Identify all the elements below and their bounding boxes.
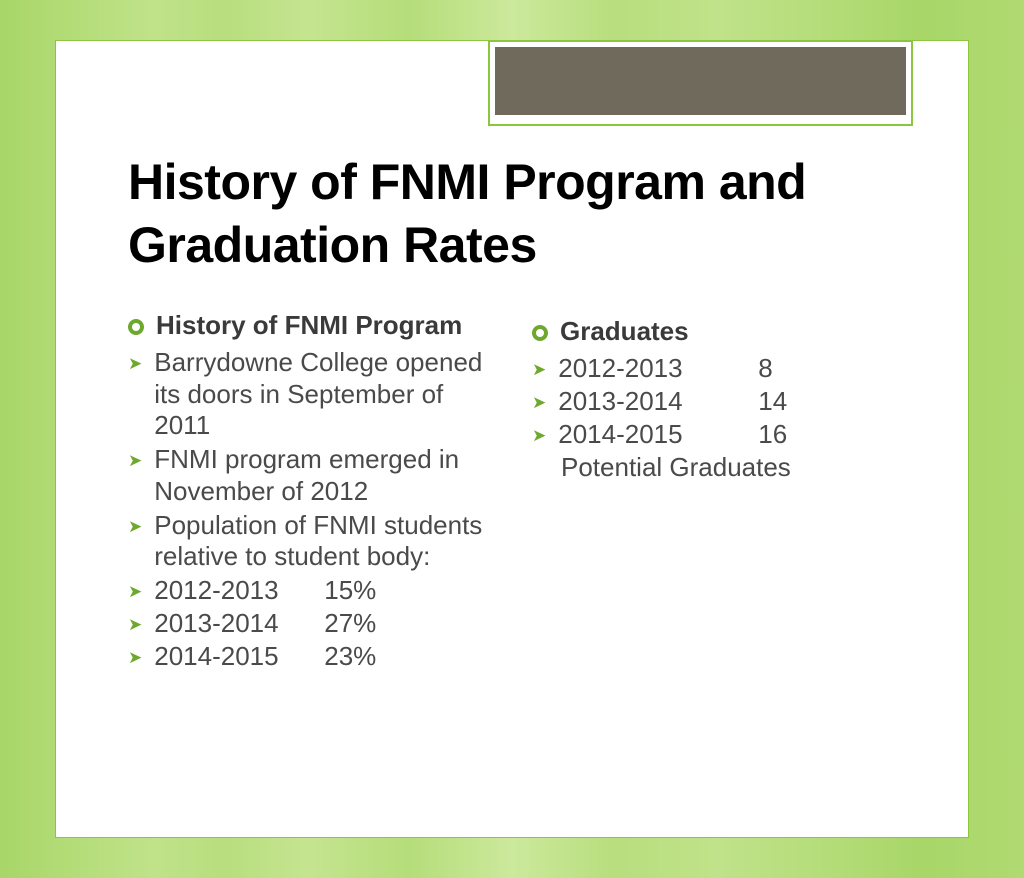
slide-title: History of FNMI Program and Graduation R… — [128, 151, 896, 276]
grad-value: 16 — [758, 419, 787, 450]
item-text: Population of FNMI students relative to … — [154, 510, 492, 573]
right-heading-row: Graduates — [532, 316, 896, 347]
stat-row: ➤ 2014-2015 23% — [128, 641, 492, 672]
stat-year: 2014-2015 — [154, 641, 324, 672]
stat-value: 15% — [324, 575, 376, 606]
grad-note: Potential Graduates — [532, 452, 896, 484]
chevron-icon: ➤ — [532, 426, 546, 446]
stat-row: ➤ 2012-2013 15% — [128, 575, 492, 606]
grad-value: 14 — [758, 386, 787, 417]
list-item: ➤ Barrydowne College opened its doors in… — [128, 347, 492, 442]
chevron-icon: ➤ — [128, 354, 142, 374]
stat-year: 2012-2013 — [154, 575, 324, 606]
slide-tab — [488, 40, 913, 126]
item-text: Barrydowne College opened its doors in S… — [154, 347, 492, 442]
chevron-icon: ➤ — [128, 517, 142, 537]
grad-value: 8 — [758, 353, 772, 384]
columns: History of FNMI Program ➤ Barrydowne Col… — [128, 310, 896, 674]
chevron-icon: ➤ — [532, 360, 546, 380]
slide-content: History of FNMI Program and Graduation R… — [56, 41, 968, 714]
chevron-icon: ➤ — [128, 451, 142, 471]
circle-bullet-icon — [532, 325, 548, 341]
grad-row: ➤ 2014-2015 16 — [532, 419, 896, 450]
stat-year: 2013-2014 — [154, 608, 324, 639]
grad-year: 2012-2013 — [558, 353, 758, 384]
left-heading-row: History of FNMI Program — [128, 310, 492, 341]
grad-row: ➤ 2012-2013 8 — [532, 353, 896, 384]
circle-bullet-icon — [128, 319, 144, 335]
grad-year: 2014-2015 — [558, 419, 758, 450]
chevron-icon: ➤ — [128, 582, 142, 602]
chevron-icon: ➤ — [128, 615, 142, 635]
grad-year: 2013-2014 — [558, 386, 758, 417]
chevron-icon: ➤ — [128, 648, 142, 668]
slide-card: History of FNMI Program and Graduation R… — [55, 40, 969, 838]
grad-row: ➤ 2013-2014 14 — [532, 386, 896, 417]
chevron-icon: ➤ — [532, 393, 546, 413]
left-column: History of FNMI Program ➤ Barrydowne Col… — [128, 310, 492, 674]
stat-value: 27% — [324, 608, 376, 639]
right-column: Graduates ➤ 2012-2013 8 ➤ 2013-2014 14 ➤… — [532, 310, 896, 674]
list-item: ➤ Population of FNMI students relative t… — [128, 510, 492, 573]
stat-value: 23% — [324, 641, 376, 672]
left-heading: History of FNMI Program — [156, 310, 462, 341]
slide-tab-fill — [495, 47, 906, 115]
item-text: FNMI program emerged in November of 2012 — [154, 444, 492, 507]
right-heading: Graduates — [560, 316, 689, 347]
list-item: ➤ FNMI program emerged in November of 20… — [128, 444, 492, 507]
stat-row: ➤ 2013-2014 27% — [128, 608, 492, 639]
